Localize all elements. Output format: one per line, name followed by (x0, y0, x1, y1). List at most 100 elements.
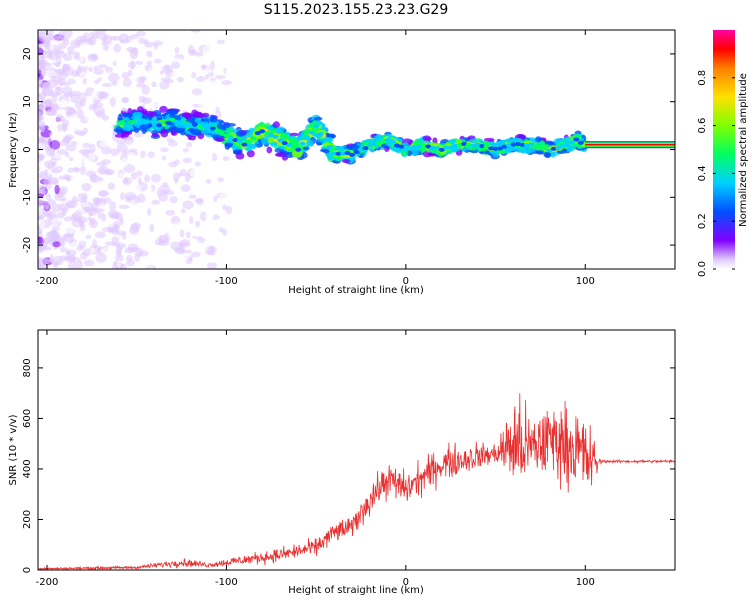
heatmap-noise-cell (38, 261, 42, 269)
heatmap-noise-cell (180, 89, 186, 97)
spectrogram-x-tick-label: -100 (215, 276, 238, 287)
heatmap-noise-cell (93, 106, 105, 117)
heatmap-noise-cell (102, 44, 109, 51)
heatmap-ridge-cell (159, 105, 168, 113)
heatmap-noise-cell (225, 65, 233, 74)
heatmap-ridge-core (277, 138, 284, 143)
spectrogram-x-tick-label: 100 (576, 276, 595, 287)
heatmap-noise-cell (165, 209, 176, 216)
heatmap-noise-cell (220, 104, 231, 112)
heatmap-ridge-core (577, 140, 584, 145)
heatmap-noise-cell (219, 88, 231, 95)
heatmap-noise-cell (173, 159, 180, 165)
heatmap-noise-cell (57, 228, 69, 235)
heatmap-noise-cell (202, 45, 213, 55)
heatmap-noise-cell (206, 245, 218, 256)
heatmap-noise-cell (90, 217, 96, 226)
heatmap-ridge-core (550, 146, 557, 151)
heatmap-noise-cell (190, 251, 201, 258)
heatmap-noise-cell (48, 52, 59, 61)
heatmap-noise-cell (54, 249, 62, 256)
heatmap-ridge-core (488, 146, 495, 151)
heatmap-ridge-cell (535, 150, 544, 154)
heatmap-noise-cell (196, 197, 204, 206)
heatmap-noise-cell (78, 232, 87, 242)
heatmap-ridge-core (295, 147, 302, 152)
heatmap-ridge-cell (270, 142, 278, 147)
heatmap-ridge-cell (302, 146, 310, 151)
heatmap-noise-cell (136, 215, 144, 224)
heatmap-ridge-core (420, 143, 427, 148)
snr-y-tick-label: 200 (22, 510, 33, 529)
heatmap-noise-cell (121, 263, 128, 269)
heatmap-noise-cell (193, 140, 204, 146)
heatmap-noise-cell (82, 77, 87, 85)
heatmap-noise-cell (44, 109, 57, 116)
heatmap-ridge-core (519, 142, 526, 147)
heatmap-ridge-cell (335, 155, 342, 161)
heatmap-noise-cell (76, 155, 88, 164)
heatmap-noise-cell (46, 98, 53, 108)
heatmap-noise-cell (59, 246, 67, 253)
heatmap-ridge-core (174, 119, 181, 124)
heatmap-noise-cell (43, 178, 52, 186)
heatmap-noise-cell (151, 199, 161, 205)
heatmap-noise-cell (226, 263, 234, 269)
snr-y-tick-label: 0 (22, 567, 33, 573)
heatmap-noise-cell (97, 261, 105, 269)
heatmap-noise-cell (127, 243, 139, 252)
heatmap-ridge-core (483, 144, 490, 149)
heatmap-noise-cell (40, 71, 47, 77)
heatmap-noise-cell (116, 260, 121, 268)
heatmap-ridge-core (349, 152, 356, 157)
heatmap-ridge-cell (483, 137, 495, 142)
heatmap-ridge-core (313, 124, 320, 129)
heatmap-noise-cell (62, 64, 70, 71)
heatmap-noise-cell (133, 253, 141, 262)
heatmap-noise-cell (220, 55, 227, 60)
heatmap-noise-cell (185, 231, 191, 239)
heatmap-noise-cell (58, 202, 70, 213)
heatmap-noise-cell (130, 171, 138, 180)
heatmap-noise-cell (71, 241, 78, 250)
heatmap-ridge-core (268, 133, 275, 138)
figure-title: S115.2023.155.23.23.G29 (264, 2, 449, 18)
spectrogram-heatmap (38, 30, 675, 269)
heatmap-noise-cell (80, 175, 88, 180)
heatmap-noise-cell (76, 108, 84, 119)
heatmap-noise-cell (52, 255, 64, 266)
heatmap-ridge-core (223, 133, 230, 138)
heatmap-noise-cell (38, 110, 42, 117)
heatmap-noise-cell (87, 46, 92, 52)
heatmap-noise-cell (94, 30, 107, 35)
heatmap-noise-cell (148, 136, 154, 144)
heatmap-noise-cell (59, 186, 68, 195)
heatmap-ridge-cell (116, 120, 126, 126)
heatmap-noise-cell (187, 49, 198, 56)
heatmap-ridge-core (160, 120, 167, 125)
snr-y-tick-label: 400 (22, 459, 33, 478)
heatmap-noise-cell (129, 49, 139, 60)
heatmap-noise-cell (68, 262, 73, 269)
heatmap-noise-cell (104, 66, 113, 74)
heatmap-noise-cell (130, 98, 135, 109)
heatmap-ridge-core (169, 117, 176, 122)
snr-y-tick-label: 600 (22, 409, 33, 428)
heatmap-noise-cell (98, 140, 108, 148)
heatmap-ridge-core (192, 122, 199, 127)
heatmap-ridge-core (187, 123, 194, 128)
heatmap-noise-cell (194, 161, 202, 167)
heatmap-noise-cell (200, 64, 208, 70)
heatmap-noise-cell (174, 247, 180, 252)
heatmap-noise-cell (167, 229, 174, 238)
heatmap-noise-cell (60, 37, 67, 42)
heatmap-noise-cell (178, 139, 186, 147)
heatmap-noise-cell (191, 88, 203, 96)
heatmap-noise-cell (174, 46, 180, 55)
heatmap-ridge-core (331, 151, 338, 156)
heatmap-ridge-core (438, 147, 445, 152)
heatmap-noise-cell (208, 79, 219, 85)
spectrogram-x-tick-label: -200 (36, 276, 59, 287)
heatmap-noise-cell (43, 39, 51, 49)
heatmap-ridge-core (286, 143, 293, 148)
